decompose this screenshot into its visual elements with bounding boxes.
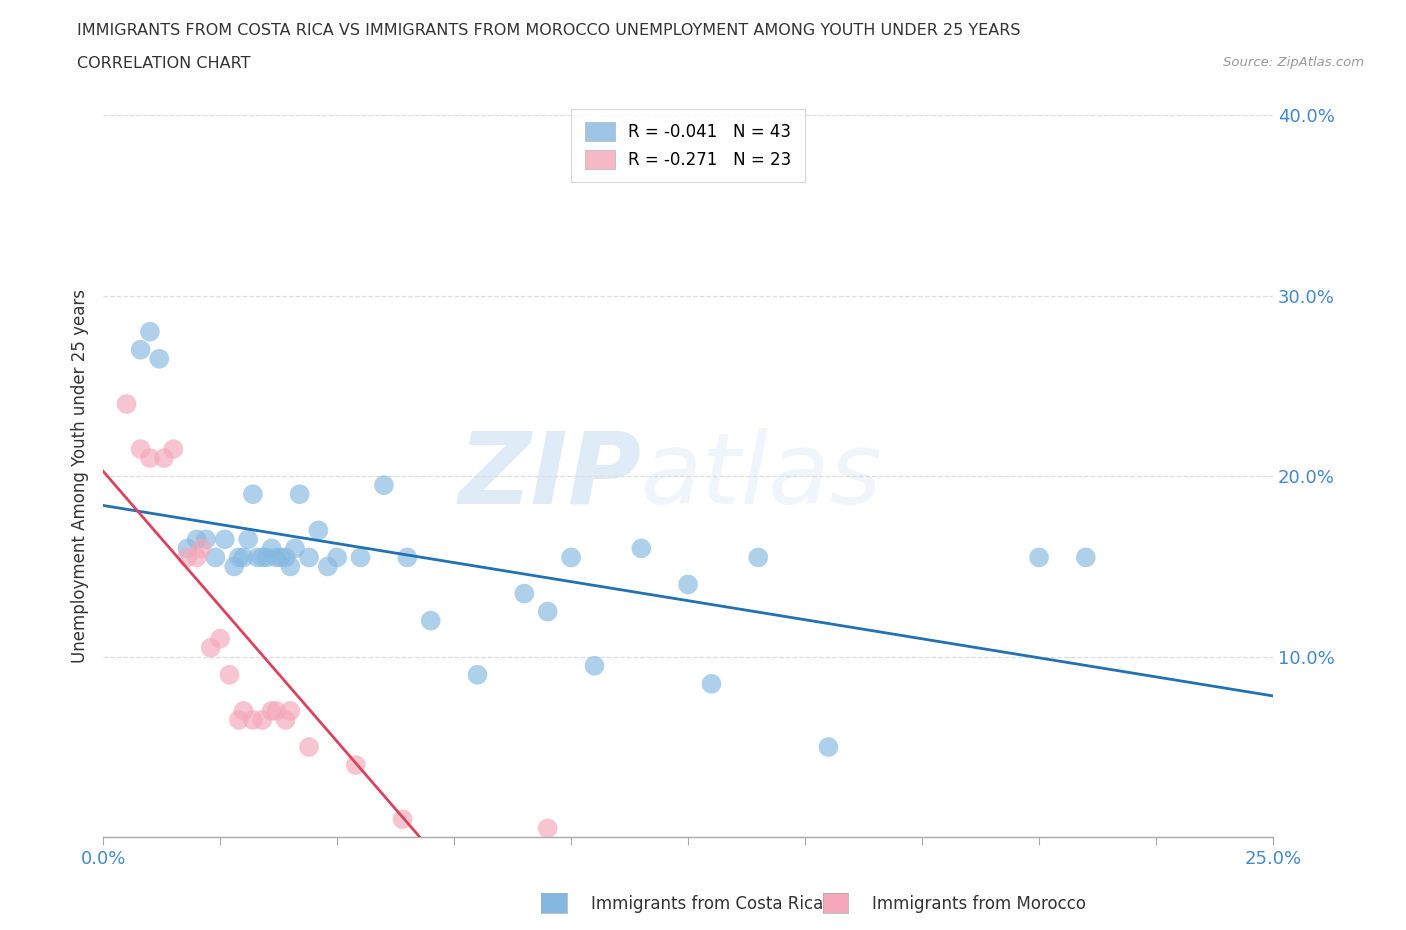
Point [148, 352, 170, 366]
Point [139, 325, 162, 339]
Point [190, 541, 212, 556]
Point [252, 550, 274, 565]
Text: ZIP: ZIP [458, 428, 641, 525]
Point [186, 532, 208, 547]
Point [264, 550, 287, 565]
Point [560, 550, 582, 565]
Y-axis label: Unemployment Among Youth under 25 years: Unemployment Among Youth under 25 years [72, 289, 89, 663]
Point [1074, 550, 1097, 565]
Point [747, 550, 769, 565]
Point [391, 812, 413, 827]
Point [264, 703, 287, 718]
Point [214, 532, 236, 547]
Point [537, 821, 560, 836]
Point [139, 451, 162, 466]
Point [195, 532, 218, 547]
Point [284, 541, 307, 556]
Point [676, 577, 699, 591]
Point [373, 478, 395, 493]
Point [186, 550, 208, 565]
Legend: R = -0.041   N = 43, R = -0.271   N = 23: R = -0.041 N = 43, R = -0.271 N = 23 [571, 109, 804, 182]
Text: Source: ZipAtlas.com: Source: ZipAtlas.com [1223, 56, 1364, 69]
Point [344, 758, 367, 773]
Point [129, 342, 152, 357]
Point [349, 550, 371, 565]
Point [278, 703, 301, 718]
Point [537, 604, 560, 619]
Point [817, 739, 839, 754]
Point [298, 739, 321, 754]
Point [298, 550, 321, 565]
Point [252, 712, 274, 727]
Point [274, 712, 297, 727]
Point [232, 550, 254, 565]
Point [238, 532, 260, 547]
Point [224, 559, 246, 574]
Point [316, 559, 339, 574]
Point [115, 396, 138, 411]
Point [307, 523, 329, 538]
Point [129, 442, 152, 457]
Text: atlas: atlas [641, 428, 883, 525]
Point [228, 712, 250, 727]
Point [326, 550, 349, 565]
Point [242, 486, 264, 501]
Text: CORRELATION CHART: CORRELATION CHART [77, 56, 250, 71]
Point [278, 559, 301, 574]
Point [242, 712, 264, 727]
Point [513, 586, 536, 601]
Point [260, 703, 283, 718]
Point [467, 668, 489, 683]
Point [246, 550, 269, 565]
Point [1028, 550, 1050, 565]
Point [419, 613, 441, 628]
Point [204, 550, 226, 565]
Text: Immigrants from Costa Rica: Immigrants from Costa Rica [591, 895, 823, 913]
Point [209, 631, 232, 646]
Point [176, 550, 198, 565]
Point [583, 658, 606, 673]
Point [270, 550, 292, 565]
Point [700, 676, 723, 691]
Point [176, 541, 198, 556]
Point [630, 541, 652, 556]
Point [288, 486, 311, 501]
Point [274, 550, 297, 565]
Point [218, 668, 240, 683]
Text: Immigrants from Morocco: Immigrants from Morocco [872, 895, 1085, 913]
Point [232, 703, 254, 718]
Point [256, 550, 278, 565]
Point [260, 541, 283, 556]
Text: IMMIGRANTS FROM COSTA RICA VS IMMIGRANTS FROM MOROCCO UNEMPLOYMENT AMONG YOUTH U: IMMIGRANTS FROM COSTA RICA VS IMMIGRANTS… [77, 23, 1021, 38]
Point [396, 550, 419, 565]
Point [200, 640, 222, 655]
Point [162, 442, 184, 457]
Point [228, 550, 250, 565]
Point [153, 451, 176, 466]
